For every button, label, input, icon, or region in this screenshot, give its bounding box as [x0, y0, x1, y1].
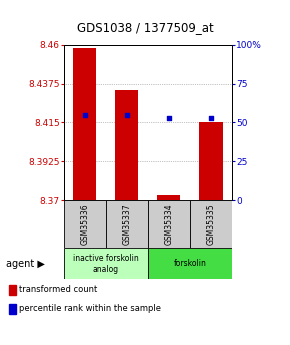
- Text: forskolin: forskolin: [173, 259, 206, 268]
- Point: [166, 115, 171, 121]
- Point: [124, 112, 129, 118]
- Bar: [148, 200, 190, 248]
- Bar: [73, 48, 96, 200]
- Bar: [200, 122, 222, 200]
- Bar: [64, 200, 106, 248]
- Text: GSM35336: GSM35336: [80, 204, 89, 245]
- Bar: [115, 90, 138, 200]
- Text: GSM35334: GSM35334: [164, 204, 173, 245]
- Bar: [148, 248, 232, 279]
- Point: [82, 112, 87, 118]
- Bar: [157, 195, 180, 200]
- Text: inactive forskolin
analog: inactive forskolin analog: [73, 254, 139, 274]
- Text: GSM35335: GSM35335: [206, 204, 215, 245]
- Bar: [106, 200, 148, 248]
- Bar: [190, 200, 232, 248]
- Text: GDS1038 / 1377509_at: GDS1038 / 1377509_at: [77, 21, 213, 34]
- Text: agent ▶: agent ▶: [6, 259, 45, 269]
- Bar: [64, 248, 148, 279]
- Point: [209, 115, 213, 121]
- Text: GSM35337: GSM35337: [122, 204, 131, 245]
- Text: percentile rank within the sample: percentile rank within the sample: [19, 304, 161, 313]
- Text: transformed count: transformed count: [19, 285, 97, 294]
